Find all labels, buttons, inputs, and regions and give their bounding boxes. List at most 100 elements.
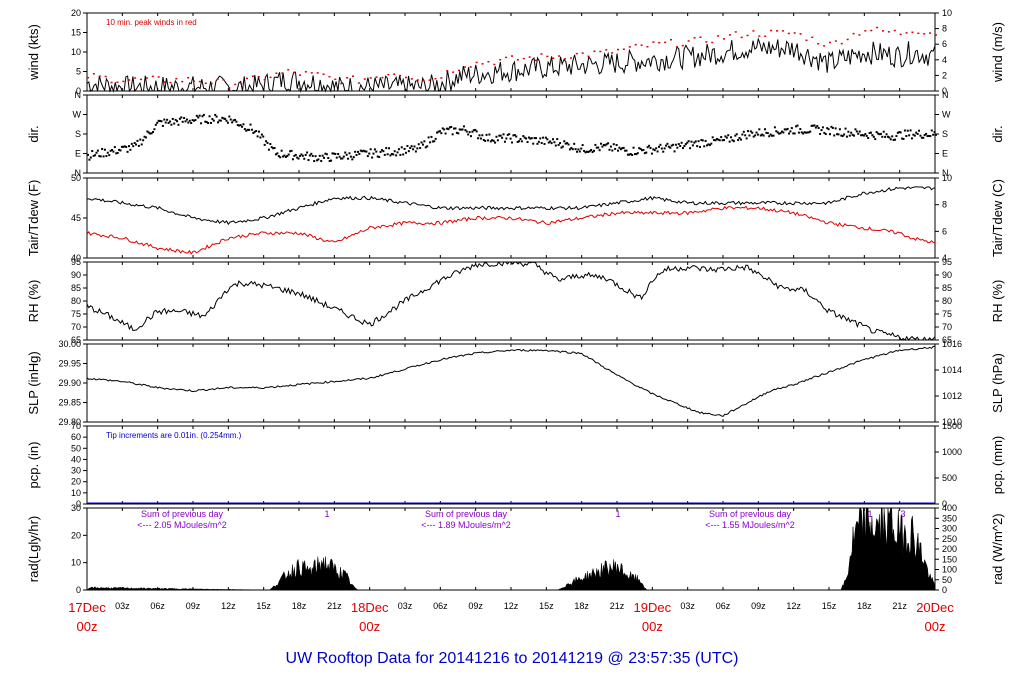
dir-point: [224, 117, 227, 120]
dir-point: [792, 132, 795, 135]
dir-point: [595, 146, 598, 149]
dir-point: [451, 133, 454, 136]
peak-wind-point: [434, 77, 437, 80]
dir-point: [222, 117, 225, 120]
peak-wind-point: [622, 48, 625, 50]
rad-marker: 1: [615, 509, 620, 519]
dir-point: [568, 148, 571, 151]
dir-point: [484, 139, 487, 142]
dir-point: [400, 146, 403, 149]
dir-point: [723, 139, 725, 142]
dir-point: [410, 145, 413, 148]
x-tick-label: 15z: [822, 601, 837, 611]
y-tick-label: 1014: [942, 365, 962, 375]
dir-point: [453, 127, 456, 130]
dir-point: [351, 158, 354, 161]
dir-point: [416, 147, 419, 150]
y-tick-label: 80: [71, 296, 81, 306]
rad-note-line1: Sum of previous day: [141, 509, 224, 519]
dir-point: [639, 147, 642, 150]
dir-point: [679, 144, 682, 147]
peak-wind-point: [505, 56, 508, 59]
dir-point: [272, 147, 275, 150]
peak-wind-point: [187, 76, 190, 79]
x-tick-label: 06z: [433, 601, 448, 611]
peak-wind-point: [357, 82, 360, 84]
dir-point: [454, 127, 457, 130]
dir-point: [643, 152, 646, 155]
dir-point: [551, 138, 554, 141]
y-tick-label: 0: [76, 585, 81, 595]
rad-marker: 3: [900, 509, 905, 519]
dir-point: [491, 139, 494, 142]
dir-point: [486, 139, 489, 142]
left-axis-label-slp: SLP (inHg): [26, 351, 41, 414]
x-tick-label: 15z: [256, 601, 271, 611]
dir-point: [477, 137, 480, 140]
dir-point: [691, 144, 694, 147]
dir-point: [105, 155, 108, 158]
x-tick-label: 18z: [292, 601, 307, 611]
dir-point: [455, 131, 458, 134]
left-axis-label-wind: wind (kts): [26, 24, 41, 81]
dir-point: [553, 141, 556, 144]
y-tick-label: N: [75, 168, 82, 178]
y-tick-label: N: [942, 90, 949, 100]
y-tick-label: 0: [942, 86, 947, 96]
dir-point: [698, 145, 701, 148]
dir-point: [653, 149, 656, 152]
dir-point: [877, 132, 880, 135]
dir-point: [853, 134, 856, 137]
peak-wind-point: [681, 44, 684, 47]
dir-point: [102, 155, 105, 158]
dir-point: [715, 137, 718, 140]
peak-wind-point: [328, 75, 331, 78]
dir-point: [826, 127, 829, 130]
dir-point: [344, 151, 347, 154]
dir-point: [373, 148, 376, 151]
dir-point: [547, 141, 550, 144]
dir-point: [844, 127, 847, 130]
dir-point: [94, 154, 97, 157]
peak-wind-point: [617, 48, 619, 51]
dir-point: [577, 148, 580, 151]
peak-wind-point: [564, 58, 566, 60]
dir-point: [540, 142, 543, 145]
y-tick-label: 20: [71, 477, 81, 487]
dir-point: [700, 139, 703, 142]
dir-point: [706, 144, 709, 147]
dir-point: [901, 137, 904, 140]
dir-point: [440, 132, 443, 135]
peak-wind-point: [693, 37, 696, 39]
dir-point: [246, 128, 249, 131]
peak-wind-point: [911, 31, 914, 34]
y-tick-label: 60: [71, 432, 81, 442]
dir-point: [622, 146, 625, 149]
dir-point: [533, 137, 536, 140]
dir-point: [783, 128, 786, 131]
dir-point: [687, 140, 690, 143]
dir-point: [550, 142, 553, 145]
dir-point: [226, 121, 229, 124]
dir-point: [591, 151, 594, 154]
dir-point: [903, 129, 906, 132]
dir-point: [806, 131, 809, 134]
y-tick-label: 1000: [942, 447, 962, 457]
dir-point: [684, 143, 687, 146]
peak-wind-point: [216, 78, 219, 81]
x-tick-label: 12z: [786, 601, 801, 611]
dir-point: [87, 153, 89, 156]
y-tick-label: 1500: [942, 421, 962, 431]
dir-point: [249, 123, 252, 126]
peak-wind-point: [587, 55, 590, 58]
y-tick-label: 95: [71, 257, 81, 267]
dir-point: [115, 152, 118, 155]
dir-point: [571, 148, 574, 151]
dir-point: [323, 156, 326, 159]
dir-point: [624, 149, 627, 152]
dir-point: [566, 142, 569, 145]
dir-point: [508, 133, 511, 136]
dir-point: [424, 146, 427, 149]
dir-point: [168, 120, 171, 123]
dir-point: [163, 118, 166, 121]
